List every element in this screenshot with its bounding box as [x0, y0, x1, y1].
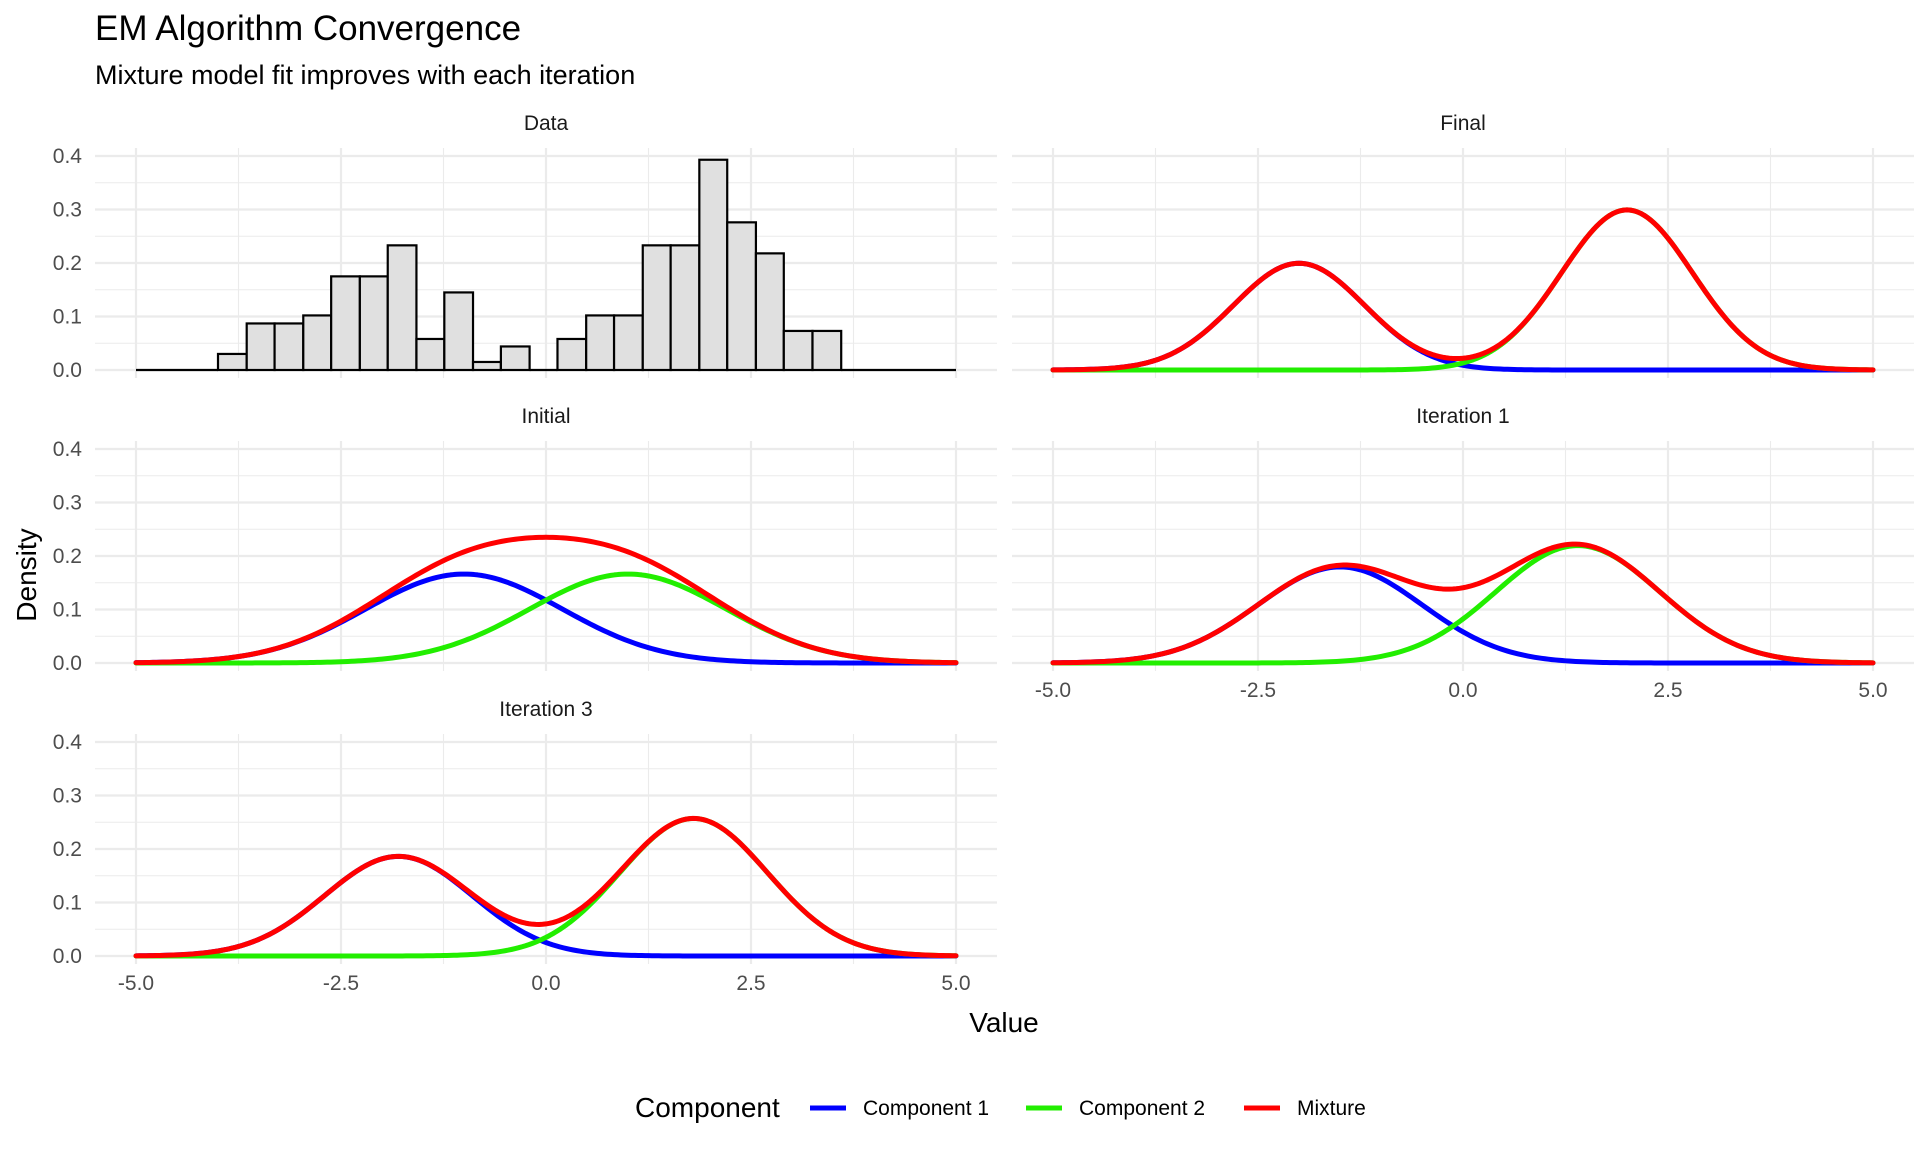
legend-label-mixture: Mixture	[1297, 1097, 1366, 1120]
y-tick-label: 0.1	[53, 306, 82, 329]
y-tick-label: 0.2	[53, 545, 82, 568]
histogram-bar	[669, 244, 701, 372]
line-mixture-initial	[133, 534, 959, 666]
legend-item-component-1: Component 1	[810, 1097, 989, 1120]
histogram-bar	[245, 322, 276, 372]
gridlines	[95, 441, 997, 671]
x-tick-label: 0.0	[1448, 679, 1477, 702]
legend-item-mixture: Mixture	[1244, 1097, 1366, 1120]
chart-title: EM Algorithm Convergence	[95, 9, 521, 48]
x-axis-title: Value	[969, 1007, 1039, 1038]
line-mixture-final	[1050, 207, 1876, 373]
panel-iteration-1: Iteration 1 -5.0 -2.5 0.0 2.5 5.0	[1012, 405, 1914, 702]
gridlines	[95, 148, 997, 378]
panel-title-iteration-1: Iteration 1	[1416, 405, 1509, 428]
x-tick-label: 0.0	[531, 972, 560, 995]
histogram-bar	[726, 221, 758, 372]
histogram-bar	[556, 337, 588, 372]
y-tick-label: 0.4	[53, 731, 83, 754]
y-tick-label: 0.0	[53, 359, 82, 382]
y-tick-label: 0.3	[53, 492, 82, 515]
density-lines	[133, 815, 959, 959]
y-tick-label: 0.4	[53, 438, 83, 461]
x-tick-label: 2.5	[736, 972, 765, 995]
density-lines	[133, 534, 959, 666]
gridlines	[1012, 441, 1914, 671]
histogram-bar	[499, 345, 531, 372]
y-tick-label: 0.0	[53, 652, 82, 675]
line-mixture-iteration-1	[1050, 541, 1876, 666]
panel-title-initial: Initial	[521, 405, 570, 428]
panel-title-data: Data	[524, 112, 569, 135]
x-tick-label: -2.5	[1240, 679, 1276, 702]
facet-panels: Data 0.0 0.1 0.2 0.3 0.4 Final Initial 0.0 0.1 0.2…	[53, 112, 1914, 995]
x-tick-label: 2.5	[1653, 679, 1682, 702]
panel-title-final: Final	[1440, 112, 1486, 135]
histogram	[136, 158, 956, 372]
panel-final: Final	[1012, 112, 1914, 378]
panel-initial: Initial 0.0 0.1 0.2 0.3 0.4	[53, 405, 997, 675]
y-tick-label: 0.0	[53, 945, 82, 968]
histogram-bar	[443, 291, 475, 372]
gridlines	[95, 734, 997, 964]
legend-item-component-2: Component 2	[1026, 1097, 1205, 1120]
x-tick-label: -5.0	[118, 972, 154, 995]
histogram-bar	[698, 158, 729, 372]
panel-data: Data 0.0 0.1 0.2 0.3 0.4	[53, 112, 997, 382]
y-tick-label: 0.2	[53, 252, 82, 275]
histogram-bar	[471, 360, 502, 372]
histogram-bar	[330, 275, 361, 372]
panel-iteration-3: Iteration 3 0.0 0.1 0.2 0.3 0.4 -5.0 -2.5 0.0 2.5…	[53, 698, 997, 995]
y-tick-label: 0.2	[53, 838, 82, 861]
histogram-bar	[641, 244, 672, 372]
histogram-bar	[811, 329, 843, 372]
gridlines	[1012, 148, 1914, 378]
y-tick-label: 0.1	[53, 892, 82, 915]
histogram-bar	[782, 329, 814, 372]
chart-subtitle: Mixture model fit improves with each ite…	[95, 60, 635, 90]
y-tick-label: 0.4	[53, 145, 83, 168]
density-lines	[1050, 541, 1876, 666]
panel-title-iteration-3: Iteration 3	[499, 698, 592, 721]
legend-label-component-2: Component 2	[1079, 1097, 1205, 1120]
histogram-bar	[358, 275, 389, 372]
histogram-bar	[273, 322, 305, 372]
histogram-bar	[754, 252, 785, 372]
histogram-bar	[386, 244, 418, 372]
y-tick-label: 0.3	[53, 785, 82, 808]
x-tick-label: 5.0	[1858, 679, 1887, 702]
y-axis-title: Density	[11, 528, 42, 621]
x-tick-label: -2.5	[323, 972, 359, 995]
histogram-bar	[612, 314, 644, 372]
density-lines	[1050, 207, 1876, 373]
x-tick-label: 5.0	[941, 972, 970, 995]
histogram-bar	[585, 314, 616, 372]
histogram-bar	[302, 314, 333, 372]
legend-title: Component	[635, 1092, 780, 1123]
histogram-bar	[415, 337, 446, 372]
legend-label-component-1: Component 1	[863, 1097, 989, 1120]
histogram-bar	[216, 352, 248, 372]
y-tick-label: 0.1	[53, 599, 82, 622]
y-tick-label: 0.3	[53, 199, 82, 222]
x-tick-label: -5.0	[1035, 679, 1071, 702]
line-mixture-iteration-3	[133, 815, 959, 959]
legend: Component Component 1 Component 2 Mixture	[635, 1092, 1366, 1123]
